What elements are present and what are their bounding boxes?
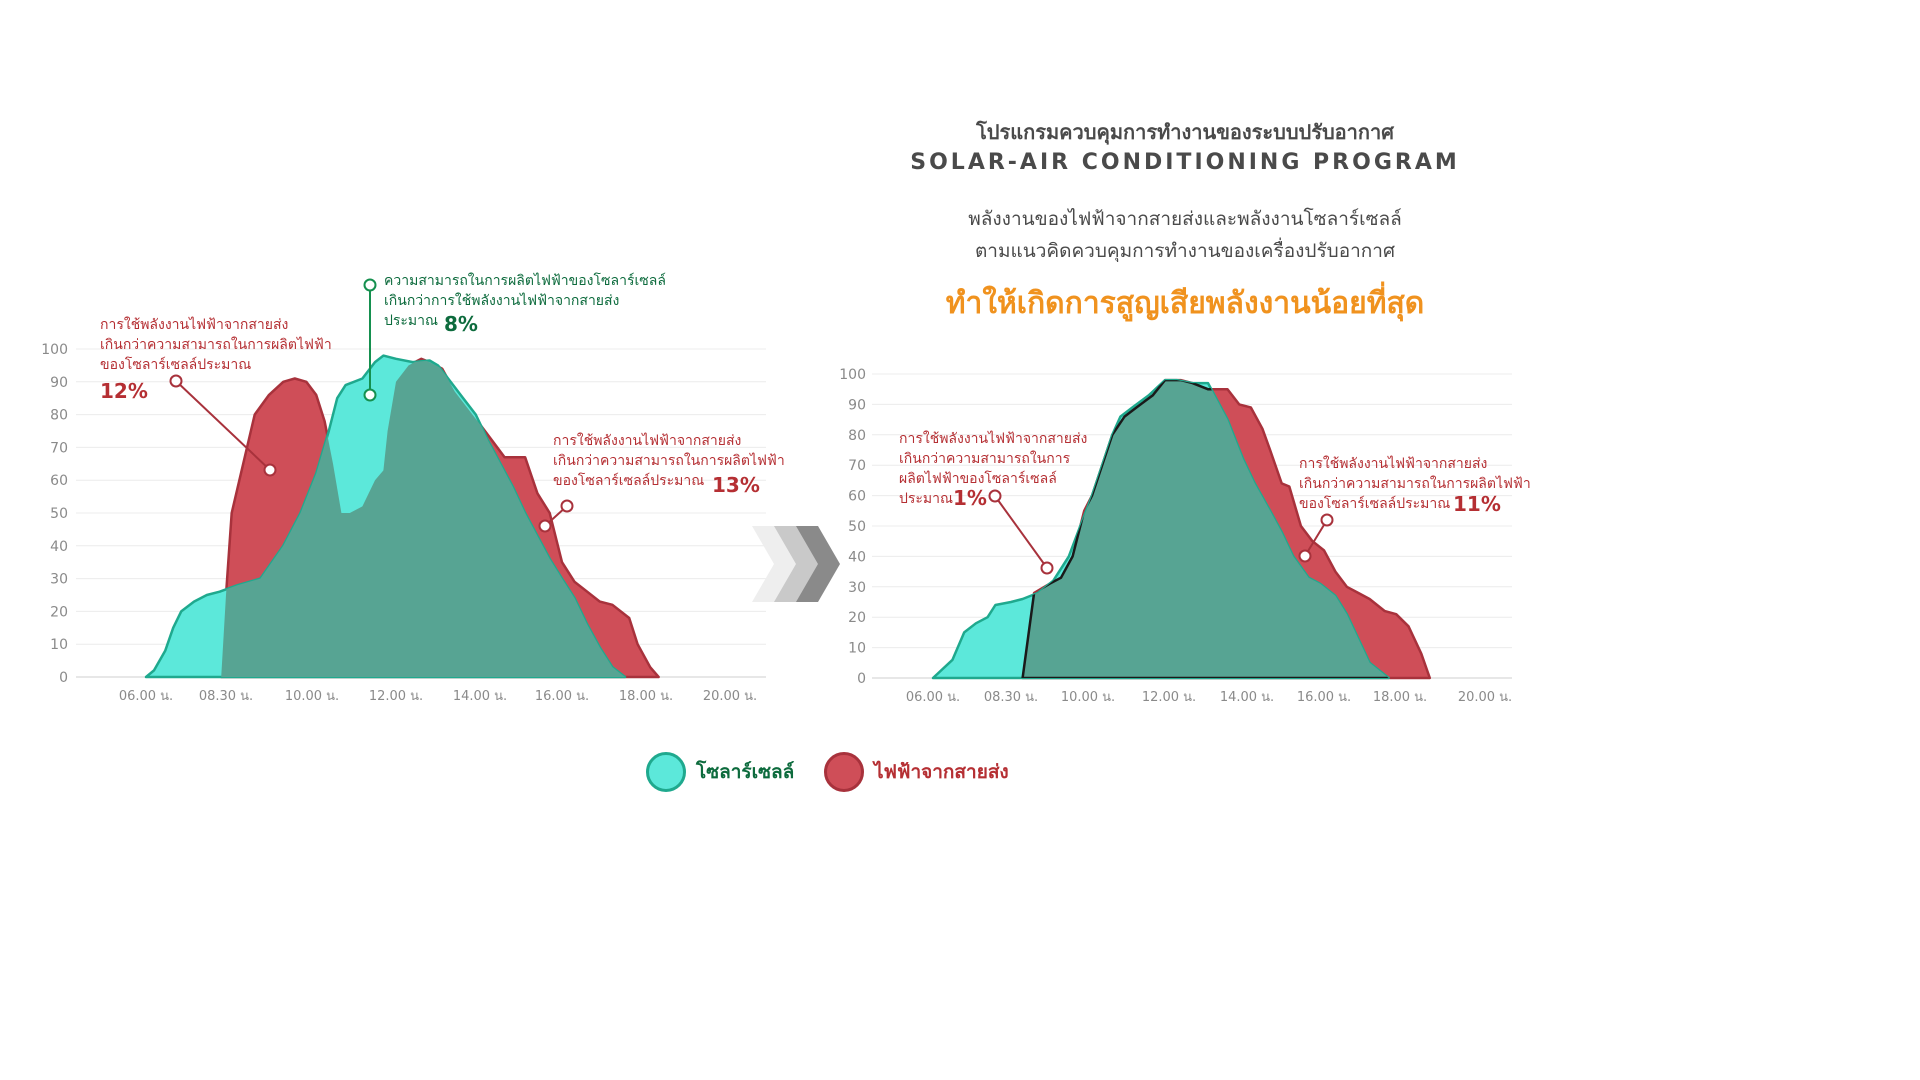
annotation-text: การใช้พลังงานไฟฟ้าจากสายส่ง — [1299, 455, 1487, 472]
x-tick-label: 18.00 น. — [1373, 690, 1427, 705]
annotation-dot — [1320, 513, 1334, 527]
annotation-text: การใช้พลังงานไฟฟ้าจากสายส่ง — [899, 430, 1087, 447]
y-tick-label: 0 — [59, 670, 68, 686]
annotation-leader-line — [1304, 519, 1328, 557]
x-tick-label: 08.30 น. — [984, 690, 1038, 705]
annotation-leader-line — [994, 495, 1048, 569]
annotation-anchor-dot — [363, 388, 377, 402]
y-tick-label: 90 — [50, 375, 68, 391]
annotation-text: เกินกว่าความสามารถในการ — [899, 450, 1071, 467]
y-tick-label: 10 — [50, 637, 68, 653]
legend-item-grid: ไฟฟ้าจากสายส่ง — [824, 752, 1009, 792]
annotation-text: ประมาณ — [899, 491, 953, 507]
x-tick-label: 14.00 น. — [453, 689, 507, 704]
y-tick-label: 0 — [857, 671, 866, 687]
x-tick-label: 20.00 น. — [1458, 690, 1512, 705]
annotation-dot — [169, 374, 183, 388]
transition-arrow-icon — [752, 526, 840, 602]
subtitle-line-2: ตามแนวคิดควบคุมการทำงานของเครื่องปรับอาก… — [974, 240, 1396, 262]
x-tick-label: 16.00 น. — [535, 689, 589, 704]
y-tick-label: 40 — [50, 539, 68, 555]
annotation-anchor-dot — [1298, 549, 1312, 563]
x-tick-label: 10.00 น. — [285, 689, 339, 704]
chart-before: 0 10 20 30 40 50 60 70 80 90 100 06.00 น. 08.30 น. 10… — [41, 272, 784, 704]
y-tick-label: 30 — [50, 572, 68, 588]
program-title-thai: โปรแกรมควบคุมการทำงานของระบบปรับอากาศ — [976, 120, 1394, 144]
y-tick-label: 60 — [50, 473, 68, 489]
legend-label-solar: โซลาร์เซลล์ — [696, 761, 795, 783]
y-tick-label: 30 — [848, 580, 866, 596]
y-tick-label: 10 — [848, 641, 866, 657]
legend-swatch-grid — [824, 752, 864, 792]
annotation-text: เกินกว่าการใช้พลังงานไฟฟ้าจากสายส่ง — [384, 292, 619, 309]
x-tick-label: 06.00 น. — [119, 689, 173, 704]
annotation-value: 11% — [1453, 492, 1501, 516]
annotation-text: การใช้พลังงานไฟฟ้าจากสายส่ง — [553, 432, 741, 449]
legend-label-grid: ไฟฟ้าจากสายส่ง — [874, 761, 1009, 783]
x-tick-label: 18.00 น. — [619, 689, 673, 704]
chart-after: 0 10 20 30 40 50 60 70 80 90 100 06.00 น. 08.30 น. 10… — [839, 367, 1530, 705]
chevron-dark — [796, 526, 840, 602]
series-area-overlap — [221, 358, 625, 677]
subtitle-line-1: พลังงานของไฟฟ้าจากสายส่งและพลังงานโซลาร์… — [968, 208, 1402, 230]
annotation-anchor-dot — [263, 463, 277, 477]
annotation-leader-line — [175, 380, 271, 471]
highlight-headline: ทำให้เกิดการสูญเสียพลังงานน้อยที่สุด — [945, 286, 1425, 321]
x-tick-label: 08.30 น. — [199, 689, 253, 704]
annotation-dot — [560, 499, 574, 513]
y-tick-label: 100 — [41, 342, 68, 358]
annotation-anchor-dot — [538, 519, 552, 533]
legend-swatch-solar — [646, 752, 686, 792]
x-tick-label: 06.00 น. — [906, 690, 960, 705]
annotation-dot — [363, 278, 377, 292]
x-tick-label: 12.00 น. — [369, 689, 423, 704]
annotation-text: ของโซลาร์เซลล์ประมาณ — [553, 472, 704, 489]
x-tick-label: 20.00 น. — [703, 689, 757, 704]
annotation-text: ของโซลาร์เซลล์ประมาณ — [1299, 495, 1450, 512]
x-tick-label: 14.00 น. — [1220, 690, 1274, 705]
y-tick-label: 70 — [50, 440, 68, 456]
annotation-anchor-dot — [1040, 561, 1054, 575]
annotation-value: 12% — [100, 379, 148, 403]
legend-item-solar: โซลาร์เซลล์ — [646, 752, 794, 792]
y-tick-label: 80 — [50, 408, 68, 424]
x-tick-label: 12.00 น. — [1142, 690, 1196, 705]
y-tick-label: 40 — [848, 549, 866, 565]
annotation-text: ความสามารถในการผลิตไฟฟ้าของโซลาร์เซลล์ — [384, 272, 666, 289]
annotation-value: 13% — [712, 473, 760, 497]
annotation-text: ประมาณ — [384, 313, 438, 329]
annotation-value: 1% — [953, 486, 987, 510]
series-area-overlap — [1022, 380, 1389, 678]
y-tick-label: 60 — [848, 489, 866, 505]
x-tick-label: 10.00 น. — [1061, 690, 1115, 705]
annotation-text: เกินกว่าความสามารถในการผลิตไฟฟ้า — [553, 452, 785, 469]
x-tick-label: 16.00 น. — [1297, 690, 1351, 705]
annotation-text: ของโซลาร์เซลล์ประมาณ — [100, 356, 251, 373]
y-tick-label: 50 — [848, 519, 866, 535]
annotation-text: เกินกว่าความสามารถในการผลิตไฟฟ้า — [100, 336, 332, 353]
y-tick-label: 50 — [50, 506, 68, 522]
y-tick-label: 70 — [848, 458, 866, 474]
annotation-dot — [988, 489, 1002, 503]
y-tick-label: 20 — [50, 604, 68, 620]
annotation-text: การใช้พลังงานไฟฟ้าจากสายส่ง — [100, 316, 288, 333]
annotation-text: เกินกว่าความสามารถในการผลิตไฟฟ้า — [1299, 475, 1531, 492]
y-tick-label: 100 — [839, 367, 866, 383]
y-tick-label: 20 — [848, 610, 866, 626]
y-tick-label: 80 — [848, 428, 866, 444]
annotation-text: ผลิตไฟฟ้าของโซลาร์เซลล์ — [899, 470, 1057, 487]
program-title-english: SOLAR-AIR CONDITIONING PROGRAM — [910, 150, 1460, 175]
annotation-value: 8% — [444, 312, 478, 336]
y-tick-label: 90 — [848, 397, 866, 413]
